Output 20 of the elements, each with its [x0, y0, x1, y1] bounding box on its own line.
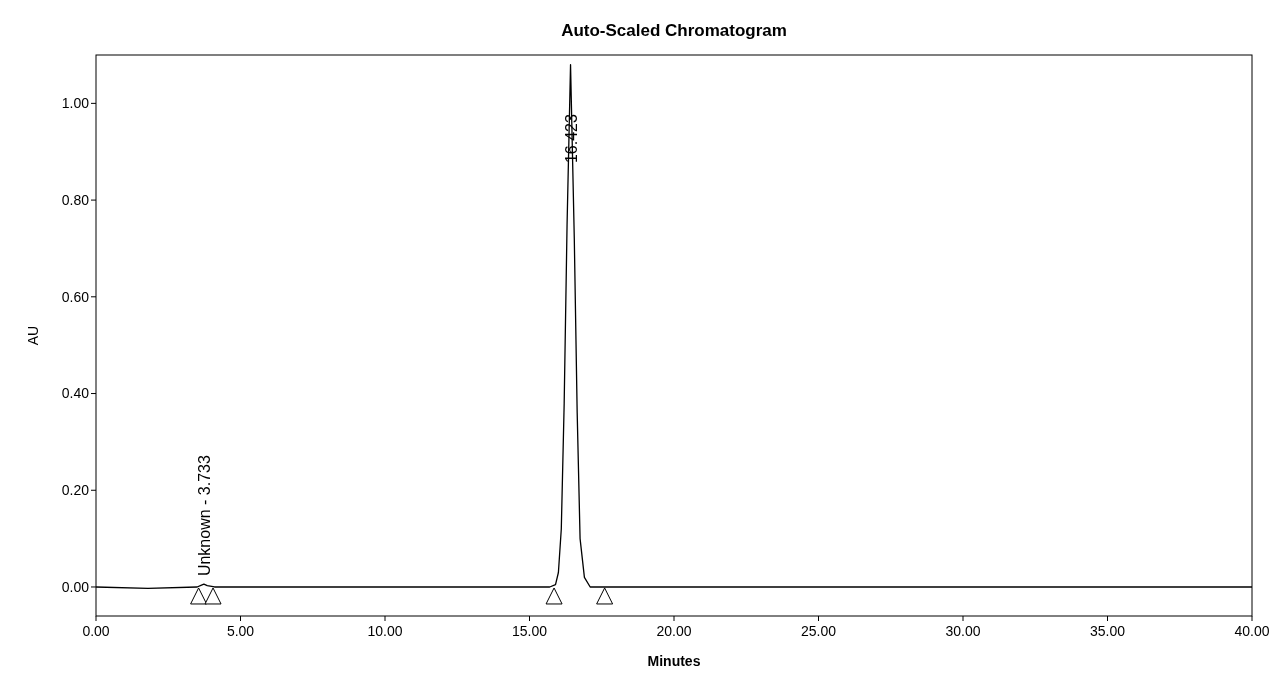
- chart-title: Auto-Scaled Chromatogram: [561, 21, 787, 40]
- x-tick-label: 15.00: [511, 623, 548, 639]
- x-tick-label: 30.00: [945, 623, 981, 639]
- y-axis-title: AU: [25, 325, 41, 346]
- x-axis-title: Minutes: [647, 653, 701, 669]
- x-tick-label: 0.00: [82, 623, 110, 639]
- y-tick-label: 1.00: [61, 95, 90, 112]
- x-tick-label: 35.00: [1089, 623, 1126, 639]
- x-tick-label: 5.00: [226, 623, 255, 639]
- x-tick-label: 10.00: [367, 623, 403, 639]
- x-tick-label: 25.00: [800, 623, 837, 639]
- annotation: Unknown - 3.733: [195, 455, 213, 577]
- annotation: 16.423: [562, 114, 580, 164]
- y-tick-label: 0.20: [61, 482, 90, 499]
- y-tick-label: 0.60: [61, 288, 90, 305]
- x-tick-label: 20.00: [656, 623, 692, 639]
- y-tick-label: 0.40: [61, 385, 90, 402]
- y-tick-label: 0.80: [61, 191, 90, 208]
- y-tick-label: 0.00: [61, 578, 90, 595]
- x-tick-label: 40.00: [1234, 623, 1270, 639]
